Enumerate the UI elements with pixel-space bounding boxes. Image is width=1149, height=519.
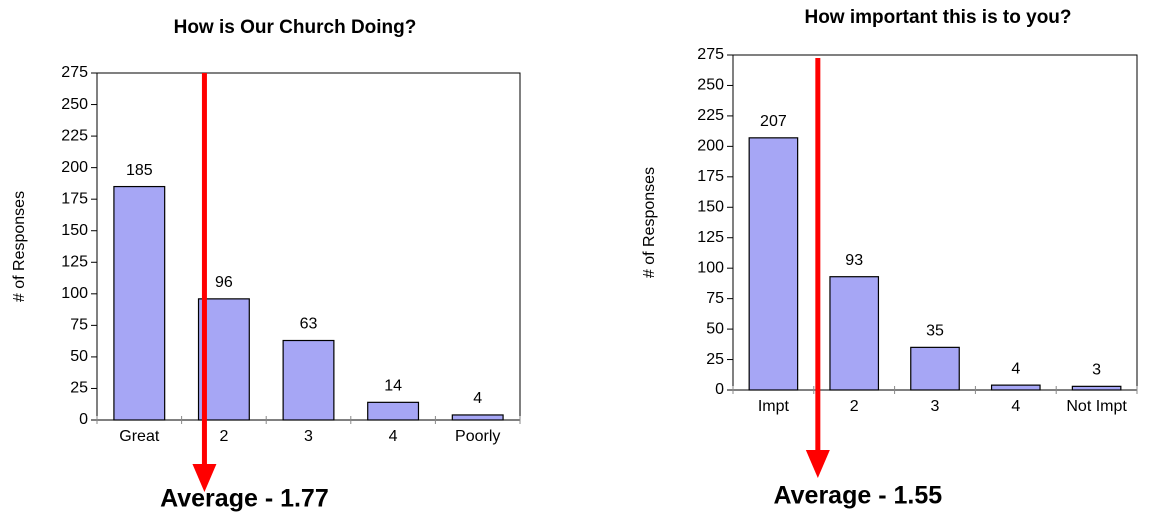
value-label: 3 [1092, 362, 1101, 379]
y-tick-label: 125 [61, 253, 88, 270]
x-tick-label: Not Impt [1066, 398, 1127, 415]
y-tick-label: 200 [61, 159, 88, 176]
y-tick-label: 275 [697, 46, 724, 63]
y-tick-label: 225 [697, 107, 724, 124]
bar [748, 137, 799, 391]
average-arrow-head [192, 464, 217, 492]
x-tick-label: 3 [931, 398, 940, 415]
value-label: 4 [473, 390, 482, 407]
value-label: 207 [760, 113, 787, 130]
y-tick-label: 175 [61, 190, 88, 207]
y-axis-label: # of Responses [641, 167, 658, 278]
y-tick-label: 200 [697, 138, 724, 155]
bar [367, 401, 420, 421]
x-tick-label: 4 [389, 428, 398, 445]
chart-title: How important this is to you? [804, 7, 1071, 28]
y-tick-label: 50 [70, 348, 88, 365]
bar [451, 414, 504, 421]
value-label: 35 [926, 323, 944, 340]
value-label: 14 [384, 378, 402, 395]
bar [1071, 385, 1122, 391]
y-tick-label: 125 [697, 229, 724, 246]
y-tick-label: 0 [715, 381, 724, 398]
average-arrow-head [805, 450, 830, 478]
value-label: 93 [845, 252, 863, 269]
bar [910, 346, 960, 391]
y-tick-label: 150 [61, 222, 88, 239]
value-label: 4 [1011, 360, 1020, 377]
y-tick-label: 25 [706, 351, 724, 368]
x-tick-label: Impt [758, 398, 790, 415]
x-tick-label: Great [119, 428, 160, 445]
x-tick-label: 4 [1011, 398, 1020, 415]
y-tick-label: 100 [697, 259, 724, 276]
bar [113, 185, 166, 421]
y-tick-label: 175 [697, 168, 724, 185]
x-tick-label: 3 [304, 428, 313, 445]
y-tick-label: 250 [61, 96, 88, 113]
bar [282, 339, 335, 421]
y-tick-label: 100 [61, 285, 88, 302]
y-tick-label: 225 [61, 127, 88, 144]
y-tick-label: 250 [697, 77, 724, 94]
chart-title: How is Our Church Doing? [174, 17, 417, 38]
x-tick-label: Poorly [455, 428, 500, 445]
value-label: 63 [300, 316, 318, 333]
bar [990, 384, 1041, 391]
average-label: Average - 1.77 [160, 485, 329, 513]
value-label: 96 [215, 274, 233, 291]
x-tick-label: 2 [850, 398, 859, 415]
bar [197, 298, 250, 421]
value-label: 185 [126, 162, 153, 179]
y-tick-label: 0 [79, 411, 88, 428]
bar [829, 276, 880, 391]
x-tick-label: 2 [219, 428, 228, 445]
y-tick-label: 275 [61, 64, 88, 81]
y-axis-label: # of Responses [11, 191, 28, 302]
y-tick-label: 75 [70, 317, 88, 334]
y-tick-label: 25 [70, 380, 88, 397]
y-tick-label: 50 [706, 320, 724, 337]
y-tick-label: 150 [697, 198, 724, 215]
y-tick-label: 75 [706, 290, 724, 307]
average-label: Average - 1.55 [774, 482, 943, 510]
